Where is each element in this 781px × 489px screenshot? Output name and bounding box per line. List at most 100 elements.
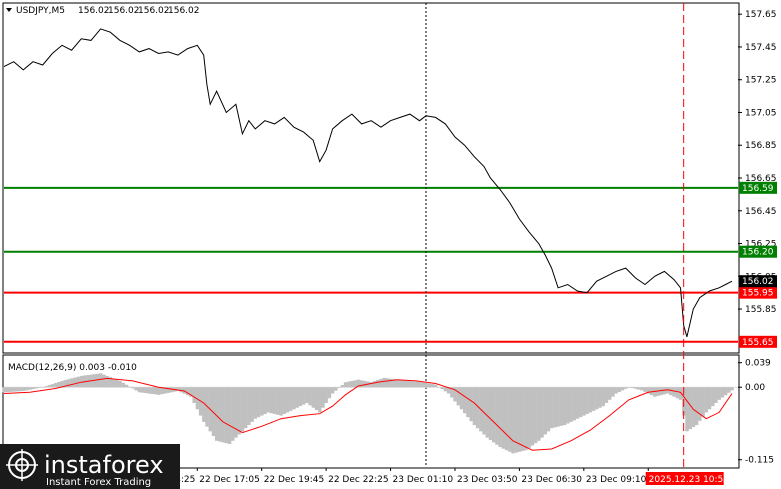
macd-histogram-bar bbox=[272, 387, 277, 415]
macd-histogram-bar bbox=[466, 387, 470, 418]
chart-header: USDJPY,M5 156.02 156.02 156.02 156.02 bbox=[6, 6, 200, 16]
macd-histogram-bar bbox=[530, 387, 535, 446]
time-tick-label: 23 Dec 06:30 bbox=[521, 475, 582, 485]
macd-histogram-bar bbox=[12, 387, 16, 392]
macd-histogram-bar bbox=[66, 379, 71, 388]
macd-histogram-bar bbox=[578, 387, 583, 418]
macd-histogram-bar bbox=[405, 380, 409, 388]
macd-histogram-bar bbox=[572, 387, 576, 421]
macd-histogram-bar bbox=[301, 387, 306, 405]
macd-histogram-bar bbox=[585, 387, 589, 415]
time-tick-label: 23 Dec 09:10 bbox=[586, 475, 647, 485]
macd-histogram-bar bbox=[250, 387, 254, 422]
macd-histogram-bar bbox=[44, 386, 48, 388]
macd-histogram-bar bbox=[443, 387, 448, 392]
macd-histogram-bar bbox=[659, 387, 663, 396]
macd-histogram-bar bbox=[498, 387, 502, 448]
macd-histogram-bar bbox=[533, 387, 538, 444]
macd-histogram-bar bbox=[350, 380, 354, 388]
macd-histogram-bar bbox=[15, 387, 19, 392]
macd-histogram-bar bbox=[440, 387, 444, 390]
macd-histogram-bar bbox=[324, 387, 328, 403]
macd-histogram-bar bbox=[656, 387, 660, 396]
macd-histogram-bar bbox=[653, 387, 657, 397]
macd-histogram-bar bbox=[617, 387, 622, 392]
macd-histogram-bar bbox=[334, 387, 338, 391]
macd-histogram-bar bbox=[57, 381, 61, 388]
macd-histogram-bar bbox=[2, 387, 6, 393]
macd-histogram-bar bbox=[347, 381, 351, 388]
macd-histogram-bar bbox=[240, 387, 245, 432]
dropdown-triangle-icon[interactable] bbox=[6, 8, 12, 12]
macd-histogram-bar bbox=[540, 387, 544, 438]
price-levels bbox=[4, 186, 738, 343]
macd-histogram-bar bbox=[569, 387, 573, 422]
macd-histogram-bar bbox=[511, 387, 515, 454]
macd-histogram-bar bbox=[5, 387, 10, 393]
brand-tagline: Instant Forex Trading bbox=[46, 477, 151, 488]
ohlc-close: 156.02 bbox=[168, 6, 200, 16]
macd-histogram-bar bbox=[47, 385, 51, 388]
macd-histogram-bar bbox=[34, 387, 39, 389]
macd-histogram-bar bbox=[70, 378, 74, 388]
macd-label: MACD(12,26,9) 0.003 -0.010 bbox=[8, 363, 137, 373]
macd-histogram-bar bbox=[189, 387, 193, 397]
macd-histogram-bar bbox=[295, 387, 299, 408]
macd-histogram-bar bbox=[559, 387, 564, 426]
level-badge bbox=[739, 335, 777, 348]
macd-histogram-bar bbox=[698, 387, 702, 421]
macd-histogram-bar bbox=[521, 387, 525, 452]
macd-histogram-bar bbox=[298, 387, 303, 407]
macd-histogram-bar bbox=[144, 387, 148, 394]
brand-watermark: instaforex Instant Forex Trading bbox=[0, 444, 180, 489]
macd-histogram-bar bbox=[662, 387, 667, 395]
macd-histogram-bar bbox=[514, 387, 518, 453]
macd-histogram-bar bbox=[730, 387, 734, 391]
level-badge bbox=[739, 245, 777, 258]
macd-histogram-bar bbox=[543, 387, 547, 435]
macd-histogram-bar bbox=[137, 387, 142, 393]
macd-histogram-bar bbox=[243, 387, 248, 429]
price-tick-label: 157.25 bbox=[745, 76, 777, 86]
price-series bbox=[3, 28, 733, 338]
macd-histogram-bar bbox=[237, 387, 241, 435]
macd-histogram-bar bbox=[614, 387, 618, 394]
macd-signal-line bbox=[3, 377, 733, 451]
macd-histogram-bar bbox=[556, 387, 560, 427]
brand-background bbox=[0, 444, 180, 489]
macd-histogram-bar bbox=[704, 387, 709, 413]
macd-histogram-bar bbox=[221, 387, 225, 443]
macd-histogram-bar bbox=[247, 387, 251, 426]
price-tick-label: 156.85 bbox=[745, 141, 777, 151]
macd-histogram-bar bbox=[50, 384, 55, 388]
macd-histogram-bar bbox=[595, 387, 599, 410]
ohlc-high: 156.02 bbox=[108, 6, 140, 16]
macd-histogram-bar bbox=[398, 379, 403, 388]
macd-histogram-bar bbox=[330, 387, 335, 394]
price-line bbox=[3, 28, 733, 338]
macd-histogram-bar bbox=[675, 387, 680, 399]
macd-histogram-bar bbox=[308, 387, 312, 406]
price-tick-label: 156.45 bbox=[745, 207, 777, 217]
macd-histogram-bar bbox=[318, 387, 322, 413]
macd-histogram-bar bbox=[140, 387, 145, 393]
macd-histogram-bar bbox=[31, 387, 35, 390]
macd-histogram-bar bbox=[359, 380, 364, 388]
macd-histogram-bar bbox=[28, 387, 32, 390]
macd-indicator bbox=[2, 373, 738, 454]
macd-histogram-bar bbox=[256, 387, 261, 418]
macd-histogram-bar bbox=[376, 379, 380, 388]
price-axis: 157.65157.45157.25157.05156.85156.65156.… bbox=[738, 10, 777, 348]
symbol-label: USDJPY,M5 bbox=[16, 6, 65, 16]
macd-histogram-bar bbox=[678, 387, 683, 400]
macd-histogram-bar bbox=[627, 387, 631, 388]
macd-histogram-bar bbox=[41, 387, 45, 388]
price-tick-label: 155.85 bbox=[745, 305, 777, 315]
macd-histogram-bar bbox=[640, 387, 644, 391]
macd-histogram-bar bbox=[636, 387, 641, 390]
macd-histogram-bar bbox=[121, 382, 126, 388]
price-tick-label: 157.45 bbox=[745, 43, 777, 53]
macd-histogram-bar bbox=[202, 387, 206, 422]
macd-histogram-bar bbox=[192, 387, 196, 403]
